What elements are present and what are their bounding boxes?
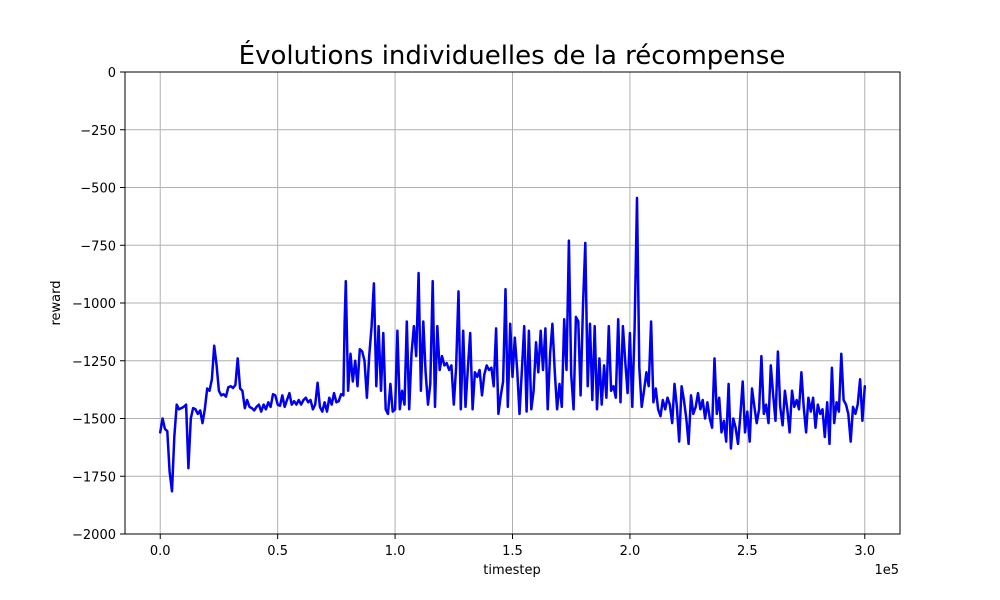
y-tick-label: 0 — [108, 66, 116, 81]
x-tick-label: 2.0 — [620, 544, 641, 559]
x-offset-label: 1e5 — [874, 563, 899, 578]
x-tick-label: 1.5 — [502, 544, 523, 559]
y-tick-label: −500 — [80, 182, 116, 197]
x-tick-label: 1.0 — [385, 544, 406, 559]
y-tick-label: −1250 — [72, 355, 116, 370]
y-tick-label: −2000 — [72, 528, 116, 543]
y-tick-label: −1750 — [72, 470, 116, 485]
grid — [125, 71, 900, 535]
ticks: 0.0 0.5 1.0 1.5 2.0 2.5 3.0 0 −250 −500 −750 −1000 −… — [72, 66, 875, 559]
y-axis-label: reward — [49, 280, 64, 325]
y-tick-label: −750 — [80, 239, 116, 254]
chart-title: Évolutions individuelles de la récompens… — [239, 39, 786, 71]
series-lines — [158, 196, 867, 493]
x-tick-label: 0.5 — [267, 544, 288, 559]
reward-series-line — [158, 196, 867, 493]
x-tick-label: 3.0 — [854, 544, 875, 559]
plot-frame — [124, 71, 901, 535]
x-axis-label: timestep — [483, 563, 541, 578]
x-tick-label: 2.5 — [737, 544, 758, 559]
y-tick-label: −1500 — [72, 413, 116, 428]
y-tick-label: −250 — [80, 124, 116, 139]
y-tick-label: −1000 — [72, 297, 116, 312]
x-tick-label: 0.0 — [150, 544, 171, 559]
